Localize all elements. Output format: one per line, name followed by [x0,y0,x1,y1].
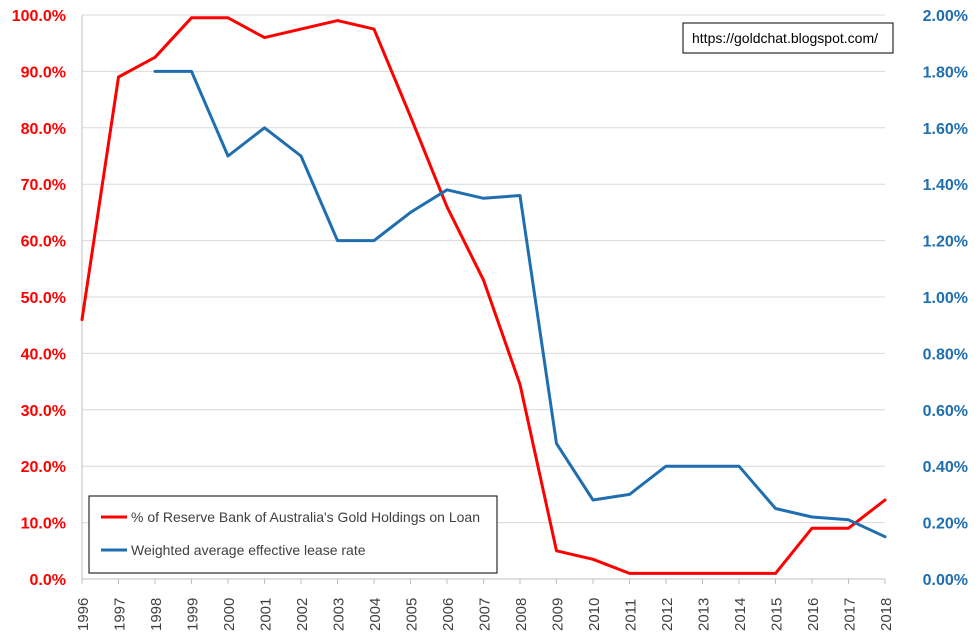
left-tick-label: 0.0% [30,572,66,589]
annotation-url: https://goldchat.blogspot.com/ [692,30,878,46]
left-tick-label: 10.0% [21,516,66,533]
x-tick-label: 1997 [112,598,129,631]
x-tick-label: 2010 [586,598,603,631]
series-line-rba-gold-on-loan [80,16,887,575]
left-tick-label: 80.0% [21,121,66,138]
x-tick-label: 2011 [623,599,640,631]
x-tick-label: 1996 [75,598,92,631]
x-tick-label: 2005 [404,598,421,631]
x-tick-label: 2002 [294,598,311,631]
x-tick-label: 1998 [148,598,165,631]
left-tick-label: 30.0% [21,403,66,420]
right-tick-label: 1.60% [923,121,968,138]
x-tick-label: 2013 [696,598,713,631]
left-tick-label: 40.0% [21,346,66,363]
x-tick-label: 2004 [367,598,384,631]
left-tick-label: 60.0% [21,234,66,251]
annotation-box: https://goldchat.blogspot.com/ [682,22,894,54]
x-tick-label: 2014 [732,598,749,631]
right-tick-label: 0.40% [923,459,968,476]
series-line-lease-rate [153,69,887,539]
x-tick-label: 1999 [185,598,202,631]
x-tick-label: 2016 [805,598,822,631]
legend: % of Reserve Bank of Australia's Gold Ho… [88,495,498,574]
right-tick-label: 1.00% [923,290,968,307]
x-tick-label: 2018 [878,598,895,631]
x-tick-label: 2015 [769,598,786,631]
left-tick-label: 90.0% [21,64,66,81]
x-tick-label: 2001 [258,598,275,631]
x-tick-label: 2000 [221,598,238,631]
right-tick-label: 1.80% [923,64,968,81]
x-axis-ticks: 1996 1997 1998 1999 2000 2001 2002 2003 2004 2005… [75,579,895,631]
legend-label-lease: Weighted average effective lease rate [131,542,366,558]
right-tick-label: 0.00% [923,572,968,589]
left-tick-label: 70.0% [21,177,66,194]
left-tick-label: 100.0% [12,8,66,25]
x-tick-label: 2009 [550,598,567,631]
right-tick-label: 0.20% [923,516,968,533]
right-axis-ticks: 0.00% 0.20% 0.40% 0.60% 0.80% 1.00% 1.20% 1.40%… [923,8,968,589]
x-tick-label: 2006 [440,598,457,631]
series-lines [80,16,887,575]
x-tick-label: 2017 [842,598,859,631]
right-tick-label: 2.00% [923,8,968,25]
left-axis-ticks: 0.0% 10.0% 20.0% 30.0% 40.0% 50.0% 60.0% 70.0% 8… [12,8,66,589]
right-tick-label: 0.80% [923,346,968,363]
x-tick-label: 2012 [659,598,676,631]
x-tick-label: 2003 [331,598,348,631]
x-tick-label: 2007 [477,598,494,631]
right-tick-label: 1.20% [923,234,968,251]
left-tick-label: 20.0% [21,459,66,476]
gridlines [82,14,885,524]
right-tick-label: 0.60% [923,403,968,420]
right-tick-label: 1.40% [923,177,968,194]
legend-label-rba: % of Reserve Bank of Australia's Gold Ho… [131,509,480,525]
x-tick-label: 2008 [513,598,530,631]
left-tick-label: 50.0% [21,290,66,307]
